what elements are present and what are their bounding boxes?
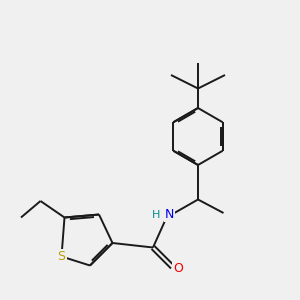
Text: H: H: [152, 209, 160, 220]
Text: N: N: [165, 208, 174, 221]
Text: O: O: [173, 262, 183, 275]
Text: S: S: [58, 250, 65, 263]
